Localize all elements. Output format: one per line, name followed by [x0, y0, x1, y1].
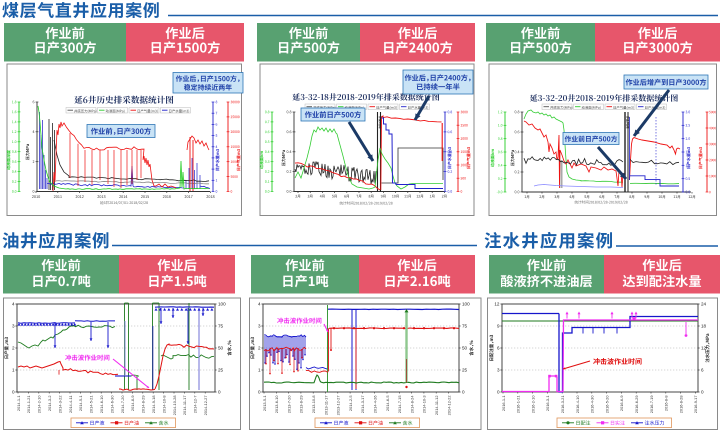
svg-text:12: 12	[494, 302, 500, 307]
svg-text:2016-9-17: 2016-9-17	[693, 396, 698, 414]
svg-text:2013-11-17: 2013-11-17	[323, 396, 328, 416]
svg-text:2014-3-22: 2014-3-22	[57, 396, 62, 414]
svg-text:2013-8-29: 2013-8-29	[299, 396, 304, 414]
svg-text:2016-1-21: 2016-1-21	[516, 396, 521, 414]
svg-text:12: 12	[701, 346, 707, 351]
svg-text:2014-5-1: 2014-5-1	[78, 396, 83, 412]
svg-text:24: 24	[701, 302, 707, 307]
svg-text:2014-8-24: 2014-8-24	[409, 395, 414, 414]
svg-text:100: 100	[218, 302, 226, 307]
svg-text:2013-12-27: 2013-12-27	[336, 396, 341, 416]
svg-text:2014-12-7: 2014-12-7	[193, 396, 198, 414]
svg-text:18: 18	[701, 324, 707, 329]
svg-text:2014-10-8: 2014-10-8	[161, 396, 166, 414]
svg-text:2016-3-1: 2016-3-1	[545, 396, 550, 412]
svg-text:25: 25	[218, 368, 224, 373]
svg-text:1: 1	[258, 368, 261, 373]
svg-text:2014-1-21: 2014-1-21	[26, 396, 31, 414]
svg-text:2014-9-18: 2014-9-18	[151, 396, 156, 414]
svg-text:2016-6-29: 2016-6-29	[634, 396, 639, 414]
svg-text:2: 2	[12, 346, 15, 351]
svg-text:2014-3-2: 2014-3-2	[47, 396, 52, 412]
svg-text:0: 0	[497, 390, 500, 395]
svg-text:2014-6-30: 2014-6-30	[109, 395, 114, 414]
svg-text:50: 50	[218, 346, 224, 351]
svg-text:2013-6-10: 2013-6-10	[274, 395, 279, 414]
svg-text:3: 3	[12, 324, 15, 329]
svg-text:2016-8-8: 2016-8-8	[664, 396, 669, 412]
svg-text:2014-7-15: 2014-7-15	[397, 396, 402, 414]
svg-text:2014-8-9: 2014-8-9	[130, 396, 135, 412]
svg-text:2016-1-1: 2016-1-1	[501, 396, 506, 412]
svg-text:2016-3-21: 2016-3-21	[560, 396, 565, 414]
svg-text:2014-10-3: 2014-10-3	[422, 396, 427, 414]
svg-text:0: 0	[701, 390, 704, 395]
svg-text:3: 3	[497, 368, 500, 373]
svg-text:2014-6-5: 2014-6-5	[385, 396, 390, 412]
svg-text:2013-5-1: 2013-5-1	[262, 396, 267, 412]
svg-text:2016-4-30: 2016-4-30	[590, 395, 595, 414]
svg-text:2014-5-21: 2014-5-21	[89, 396, 94, 414]
svg-text:4: 4	[258, 302, 261, 307]
svg-text:50: 50	[462, 346, 468, 351]
svg-text:2016-7-19: 2016-7-19	[649, 396, 654, 414]
svg-text:2014-1-1: 2014-1-1	[16, 396, 21, 412]
svg-text:2013-7-20: 2013-7-20	[286, 395, 291, 414]
svg-text:2014-3-17: 2014-3-17	[360, 396, 365, 414]
svg-text:2014-12-27: 2014-12-27	[203, 396, 208, 416]
svg-text:75: 75	[462, 324, 468, 329]
svg-text:2014-12-22: 2014-12-22	[446, 396, 451, 416]
svg-text:2016-5-20: 2016-5-20	[604, 395, 609, 414]
svg-text:0: 0	[12, 390, 15, 395]
svg-text:2014-4-26: 2014-4-26	[373, 396, 378, 414]
svg-text:2014-2-5: 2014-2-5	[348, 396, 353, 412]
svg-text:6: 6	[701, 368, 704, 373]
svg-text:9: 9	[497, 324, 500, 329]
svg-text:2014-10-28: 2014-10-28	[172, 396, 177, 416]
svg-text:2014-11-12: 2014-11-12	[434, 396, 439, 416]
svg-text:2014-2-10: 2014-2-10	[37, 395, 42, 414]
svg-text:3: 3	[258, 324, 261, 329]
svg-text:0: 0	[258, 390, 261, 395]
svg-text:2014-11-17: 2014-11-17	[182, 396, 187, 416]
svg-text:6: 6	[497, 346, 500, 351]
svg-text:2014-4-11: 2014-4-11	[68, 396, 73, 413]
svg-text:2013-10-8: 2013-10-8	[311, 396, 316, 414]
svg-text:0: 0	[462, 390, 465, 395]
svg-text:2016-4-10: 2016-4-10	[575, 395, 580, 414]
svg-text:2016-8-28: 2016-8-28	[678, 396, 683, 414]
svg-text:2016-6-9: 2016-6-9	[619, 396, 624, 412]
svg-text:0: 0	[218, 390, 221, 395]
svg-text:2016-2-10: 2016-2-10	[530, 395, 535, 414]
svg-text:2014-8-29: 2014-8-29	[141, 396, 146, 414]
svg-text:1: 1	[12, 368, 15, 373]
svg-text:4: 4	[12, 302, 15, 307]
svg-text:25: 25	[462, 368, 468, 373]
svg-text:2: 2	[258, 346, 261, 351]
svg-text:2014-7-20: 2014-7-20	[120, 395, 125, 414]
svg-text:100: 100	[462, 302, 470, 307]
svg-text:75: 75	[218, 324, 224, 329]
svg-text:2014-6-10: 2014-6-10	[99, 395, 104, 414]
